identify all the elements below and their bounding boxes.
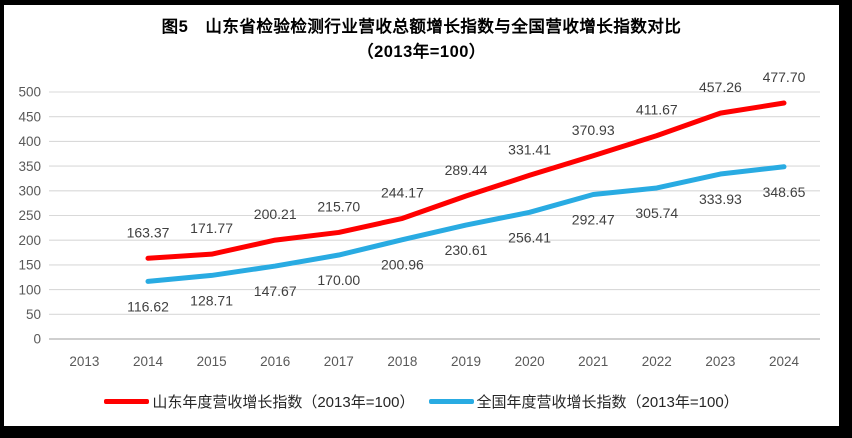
chart-title: 图5 山东省检验检测行业营收总额增长指数与全国营收增长指数对比 （2013年=1…: [4, 15, 839, 65]
chart-legend: 山东年度营收增长指数（2013年=100） 全国年度营收增长指数（2013年=1…: [4, 390, 839, 412]
legend-label-national: 全国年度营收增长指数（2013年=100）: [476, 393, 739, 411]
chart-title-line2: （2013年=100）: [357, 43, 486, 61]
chart-title-line1: 图5 山东省检验检测行业营收总额增长指数与全国营收增长指数对比: [161, 18, 682, 36]
chart-canvas: [4, 5, 839, 426]
legend-item-national: 全国年度营收增长指数（2013年=100）: [428, 391, 739, 412]
legend-label-shandong: 山东年度营收增长指数（2013年=100）: [152, 393, 415, 411]
legend-line-swatch-red: [104, 398, 150, 404]
legend-item-shandong: 山东年度营收增长指数（2013年=100）: [104, 391, 415, 412]
legend-line-swatch-blue: [428, 398, 474, 404]
